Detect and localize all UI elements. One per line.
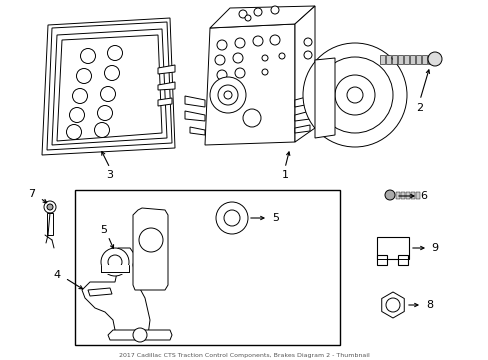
- Circle shape: [97, 105, 112, 121]
- Circle shape: [94, 122, 109, 138]
- Polygon shape: [209, 6, 314, 28]
- Bar: [385, 55, 390, 64]
- Bar: [421, 55, 426, 64]
- Circle shape: [244, 15, 250, 21]
- Polygon shape: [52, 29, 167, 145]
- Circle shape: [304, 51, 311, 59]
- Polygon shape: [57, 35, 162, 141]
- Circle shape: [224, 91, 231, 99]
- Circle shape: [217, 70, 226, 80]
- Polygon shape: [184, 96, 204, 107]
- Circle shape: [209, 77, 245, 113]
- Circle shape: [72, 89, 87, 104]
- Text: 6: 6: [420, 191, 427, 201]
- Polygon shape: [294, 96, 309, 107]
- Bar: [415, 192, 419, 199]
- Bar: [397, 55, 402, 64]
- Circle shape: [232, 53, 243, 63]
- Text: 4: 4: [53, 270, 61, 280]
- Polygon shape: [204, 24, 294, 145]
- Circle shape: [243, 109, 261, 127]
- Circle shape: [101, 248, 129, 276]
- Text: 2017 Cadillac CTS Traction Control Components, Brakes Diagram 2 - Thumbnail: 2017 Cadillac CTS Traction Control Compo…: [119, 354, 368, 359]
- Bar: [405, 192, 409, 199]
- Polygon shape: [88, 288, 112, 296]
- Bar: [410, 192, 414, 199]
- Polygon shape: [158, 65, 175, 74]
- Circle shape: [66, 125, 81, 140]
- Bar: [427, 55, 432, 64]
- Circle shape: [304, 38, 311, 46]
- Text: 5: 5: [101, 225, 107, 235]
- Bar: [409, 55, 414, 64]
- Polygon shape: [294, 125, 309, 133]
- Circle shape: [303, 43, 406, 147]
- Circle shape: [384, 190, 394, 200]
- Circle shape: [239, 10, 246, 18]
- Bar: [376, 255, 386, 265]
- Text: 1: 1: [281, 170, 288, 180]
- Polygon shape: [82, 248, 150, 340]
- Circle shape: [346, 87, 362, 103]
- Text: 7: 7: [28, 189, 36, 199]
- Bar: [376, 237, 408, 259]
- Polygon shape: [158, 98, 172, 106]
- Polygon shape: [190, 127, 204, 135]
- Bar: [379, 55, 384, 64]
- Bar: [400, 192, 404, 199]
- Circle shape: [44, 201, 56, 213]
- Circle shape: [215, 55, 224, 65]
- Circle shape: [279, 53, 285, 59]
- Bar: [47, 213, 53, 235]
- Polygon shape: [108, 330, 172, 340]
- Polygon shape: [294, 111, 309, 121]
- Circle shape: [316, 57, 392, 133]
- Circle shape: [76, 68, 91, 84]
- Bar: [75, 190, 339, 345]
- Text: 3: 3: [106, 170, 113, 180]
- Circle shape: [334, 75, 374, 115]
- Bar: [403, 55, 408, 64]
- Circle shape: [235, 68, 244, 78]
- Circle shape: [69, 108, 84, 122]
- Polygon shape: [47, 22, 172, 150]
- Circle shape: [269, 35, 280, 45]
- Polygon shape: [294, 6, 314, 142]
- Circle shape: [252, 36, 263, 46]
- Circle shape: [101, 86, 115, 102]
- Circle shape: [262, 69, 267, 75]
- Circle shape: [107, 45, 122, 60]
- Polygon shape: [42, 18, 175, 155]
- Bar: [397, 255, 407, 265]
- Text: 9: 9: [430, 243, 438, 253]
- Circle shape: [217, 40, 226, 50]
- Circle shape: [224, 210, 240, 226]
- Polygon shape: [158, 82, 175, 90]
- Bar: [101, 265, 129, 273]
- Text: 8: 8: [426, 300, 433, 310]
- Polygon shape: [184, 111, 204, 121]
- Circle shape: [218, 85, 238, 105]
- Circle shape: [427, 52, 441, 66]
- Bar: [391, 55, 396, 64]
- Circle shape: [270, 6, 279, 14]
- Circle shape: [235, 38, 244, 48]
- Circle shape: [253, 8, 262, 16]
- Circle shape: [104, 66, 119, 81]
- Circle shape: [47, 204, 53, 210]
- Bar: [395, 192, 399, 199]
- Bar: [415, 55, 420, 64]
- Text: 5: 5: [272, 213, 279, 223]
- Circle shape: [81, 49, 95, 63]
- Circle shape: [216, 202, 247, 234]
- Circle shape: [385, 298, 399, 312]
- Polygon shape: [133, 208, 168, 290]
- Polygon shape: [381, 292, 404, 318]
- Circle shape: [139, 228, 163, 252]
- Circle shape: [262, 55, 267, 61]
- Text: 2: 2: [416, 103, 423, 113]
- Polygon shape: [314, 58, 334, 138]
- Circle shape: [133, 328, 147, 342]
- Circle shape: [108, 255, 122, 269]
